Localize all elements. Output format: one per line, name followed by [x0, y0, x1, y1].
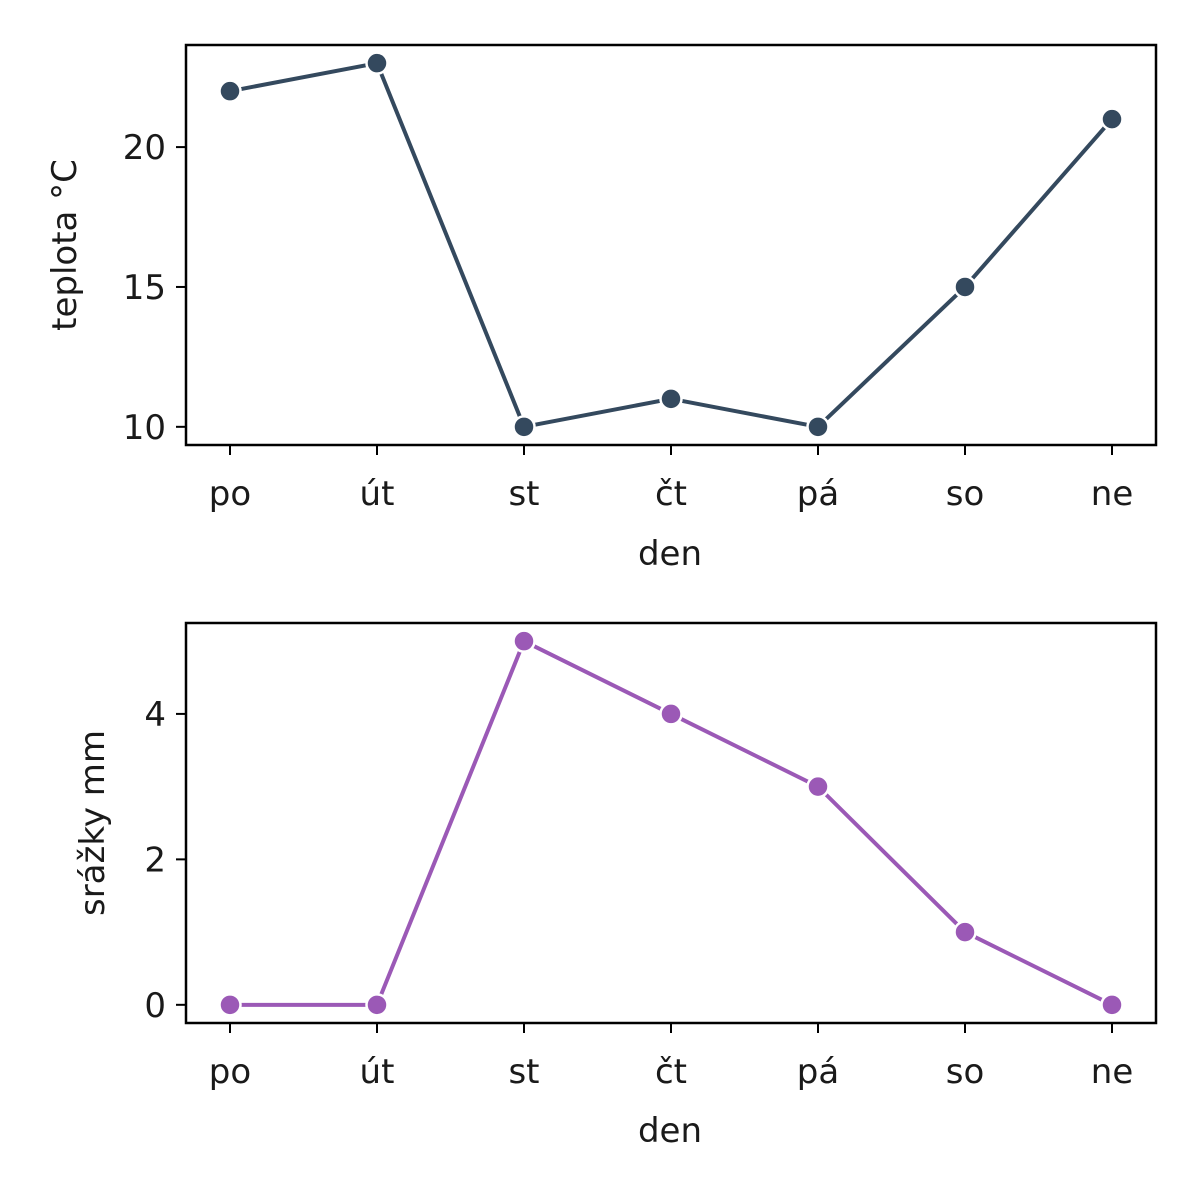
- precipitation-data-point: [659, 702, 683, 726]
- temperature-x-tick-label: po: [209, 474, 251, 514]
- temperature-y-axis-label: teplota °C: [45, 159, 85, 331]
- temperature-x-tick-label: so: [946, 474, 985, 514]
- precipitation-y-axis-label: srážky mm: [73, 730, 113, 916]
- precipitation-x-tick-label: čt: [655, 1052, 687, 1092]
- temperature-data-point: [659, 387, 683, 411]
- precipitation-data-point: [365, 993, 389, 1017]
- precipitation-y-tick-label: 0: [144, 986, 166, 1026]
- precipitation-x-tick-label: pá: [797, 1052, 839, 1092]
- precipitation-x-tick-label: st: [508, 1052, 539, 1092]
- temperature-x-tick-label: pá: [797, 474, 839, 514]
- temperature-y-tick-label: 20: [123, 128, 166, 168]
- temperature-y-tick-label: 15: [123, 268, 166, 308]
- precipitation-x-tick-label: po: [209, 1052, 251, 1092]
- temperature-data-point: [512, 415, 536, 439]
- temperature-x-ticks: po út st čt pá so ne: [209, 445, 1133, 514]
- precipitation-data-point: [806, 774, 830, 799]
- temperature-data-point: [1100, 107, 1124, 131]
- temperature-y-ticks: 10 15 20: [123, 128, 186, 448]
- precipitation-x-ticks: po út st čt pá so ne: [209, 1023, 1133, 1092]
- precipitation-data-point: [953, 920, 977, 944]
- precipitation-x-tick-label: út: [360, 1052, 395, 1092]
- temperature-data-point: [953, 275, 977, 299]
- precipitation-data-point: [512, 629, 536, 653]
- temperature-data-point: [806, 415, 830, 439]
- temperature-x-axis-label: den: [638, 534, 702, 574]
- precipitation-data-point: [1100, 993, 1124, 1017]
- temperature-chart: po út st čt pá so ne 10 15 20 den teplota °C: [45, 43, 1158, 574]
- precipitation-chart: po út st čt pá so ne 0 2 4 den srážky mm: [73, 621, 1158, 1151]
- precipitation-y-tick-label: 4: [144, 695, 166, 735]
- temperature-data-point: [218, 79, 242, 103]
- precipitation-x-tick-label: ne: [1091, 1052, 1133, 1092]
- temperature-x-tick-label: út: [360, 474, 395, 514]
- precipitation-series: [218, 629, 1124, 1017]
- precipitation-x-tick-label: so: [946, 1052, 985, 1092]
- temperature-series: [218, 51, 1124, 439]
- precipitation-y-tick-label: 2: [144, 840, 166, 880]
- precipitation-x-axis-label: den: [638, 1111, 702, 1151]
- temperature-x-tick-label: ne: [1091, 474, 1133, 514]
- precipitation-data-point: [218, 993, 242, 1017]
- temperature-x-tick-label: st: [508, 474, 539, 514]
- temperature-data-point: [365, 51, 389, 75]
- temperature-y-tick-label: 10: [123, 408, 166, 448]
- precipitation-y-ticks: 0 2 4: [144, 695, 186, 1026]
- temperature-x-tick-label: čt: [655, 474, 687, 514]
